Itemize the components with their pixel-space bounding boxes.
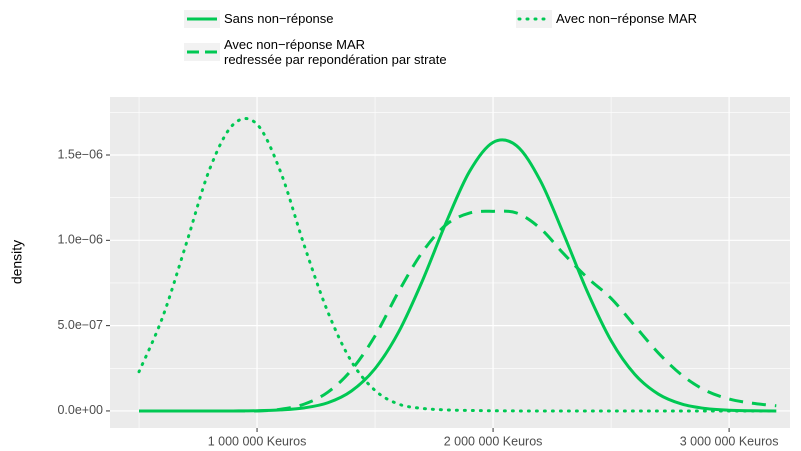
y-tick-label: 1.0e−06 (57, 233, 103, 247)
panel (110, 97, 790, 428)
x-tick-label: 2 000 000 Keuros (444, 434, 543, 448)
density-line (139, 138, 777, 413)
legend-label: Avec non−réponse MAR (556, 11, 698, 26)
y-tick-label: 0.0e+00 (57, 403, 103, 417)
legend-label: Sans non−réponse (224, 11, 334, 26)
x-tick-label: 1 000 000 Keuros (208, 434, 307, 448)
x-tick-label: 3 000 000 Keuros (680, 434, 779, 448)
y-tick-label: 1.5e−06 (57, 147, 103, 161)
y-axis-title: density (9, 240, 25, 284)
y-tick-label: 5.0e−07 (57, 318, 103, 332)
legend-key (184, 43, 220, 61)
legend-label: Avec non−réponse MAR redressée par repon… (224, 36, 447, 67)
